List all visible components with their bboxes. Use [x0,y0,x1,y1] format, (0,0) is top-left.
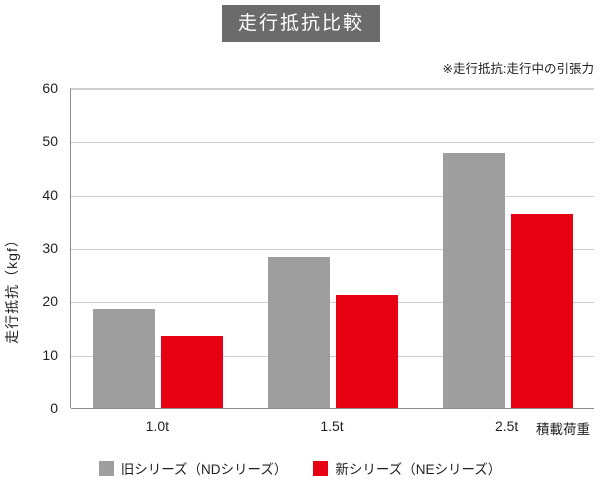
y-tick-label: 30 [42,240,58,256]
legend-item-old-series[interactable]: 旧シリーズ（NDシリーズ） [98,458,288,478]
y-tick-label: 10 [42,346,58,363]
bar-group-1.5t [268,89,398,408]
plot-area [70,88,594,409]
x-tick-label-2.5t: 2.5t [494,418,519,434]
y-tick-label: 20 [42,293,58,310]
bar-group-1.0t [93,89,224,408]
chart-title-banner: 走行抵抗比較 [222,5,380,42]
y-axis-title: 走行抵抗（kgf） [4,232,20,344]
x-tick-label-1.5t: 1.5t [320,418,344,434]
y-tick-label: 0 [50,400,58,416]
y-axis: 走行抵抗（kgf） 0 10 20 30 40 50 60 [0,80,64,416]
y-tick-label: 40 [42,186,58,203]
legend-label: 新シリーズ（NEシリーズ） [335,462,502,477]
bar-group-2.5t [442,89,573,408]
legend-item-new-series[interactable]: 新シリーズ（NEシリーズ） [313,458,501,478]
x-tick-label-1.0t: 1.0t [145,418,169,434]
bar-1.0t-old-series[interactable] [93,309,156,408]
bar-2.5t-old-series[interactable] [442,153,505,408]
x-axis: 2.5t 1.5t 1.0t 積載荷重 [70,418,594,442]
bar-1.5t-new-series[interactable] [336,295,398,408]
chart-note: ※走行抵抗:走行中の引張力 [442,62,594,76]
chart-legend: 旧シリーズ（NDシリーズ） 新シリーズ（NEシリーズ） [0,458,600,478]
page-title: 走行抵抗比較 [237,13,364,34]
legend-swatch-icon [313,460,329,476]
bar-1.0t-new-series[interactable] [161,336,224,408]
legend-swatch-icon [98,460,114,476]
x-axis-title: 積載荷重 [536,422,590,437]
gridline-0 [71,408,594,409]
y-tick-label: 50 [42,133,58,150]
legend-label: 旧シリーズ（NDシリーズ） [120,462,288,477]
bar-2.5t-new-series[interactable] [510,214,573,408]
bar-1.5t-old-series[interactable] [268,257,330,408]
y-tick-label: 60 [42,80,58,96]
